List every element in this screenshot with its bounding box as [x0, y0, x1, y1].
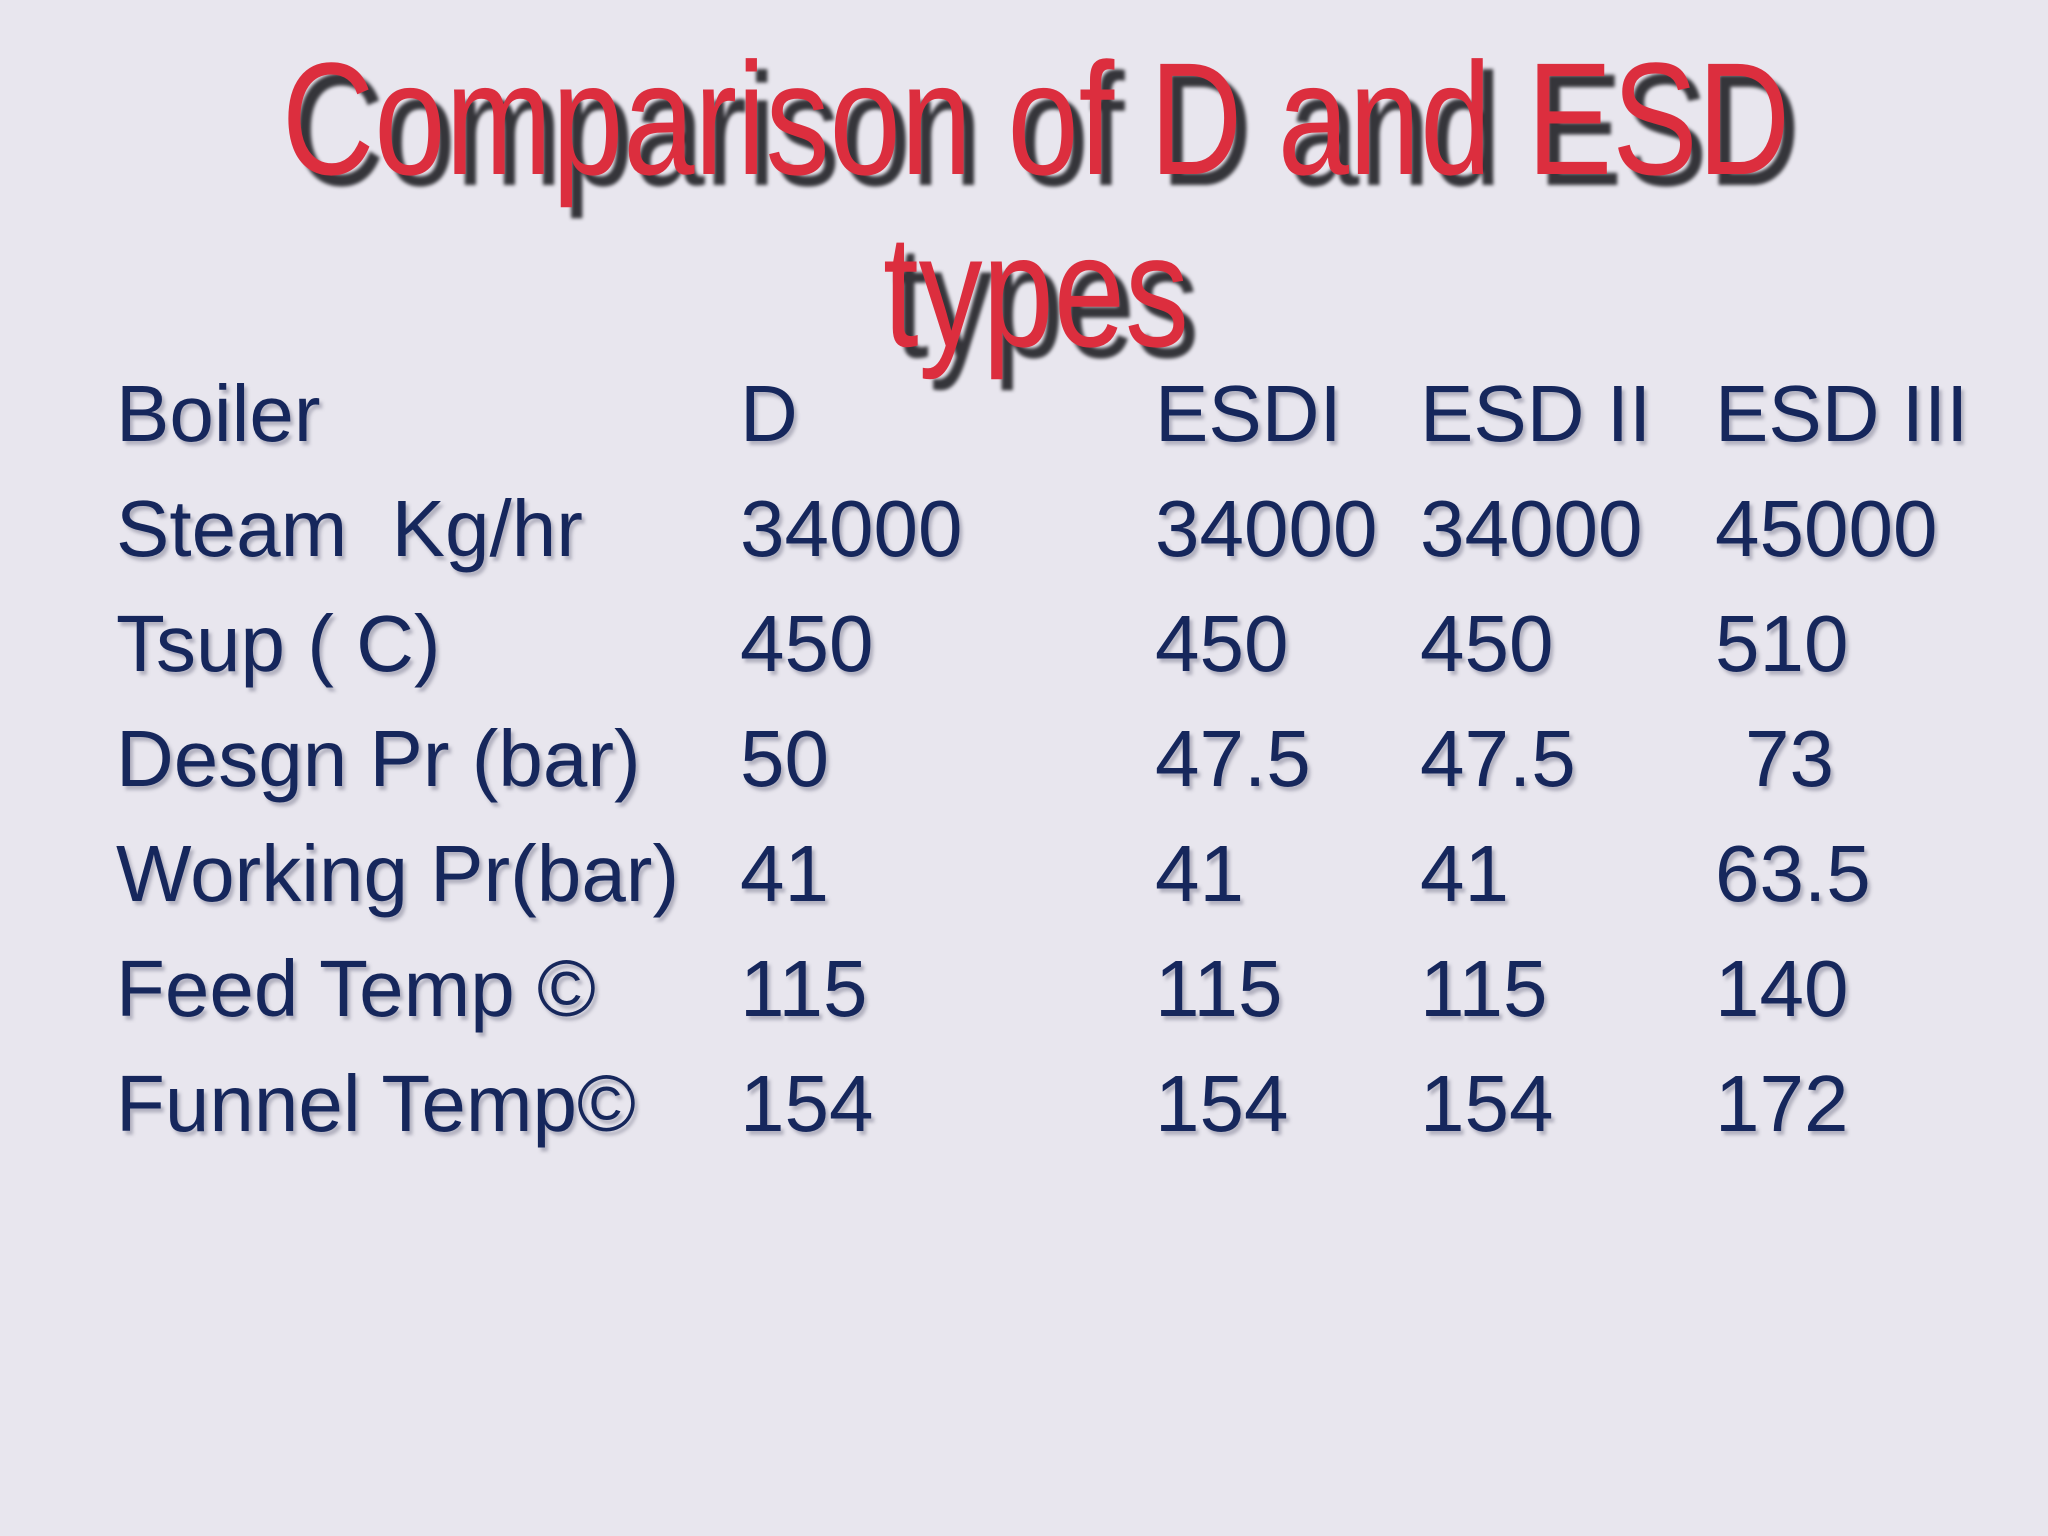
value-cell: 45000	[1715, 484, 1938, 573]
value-cell: 47.5	[1155, 714, 1311, 803]
table-row-design-pr: Desgn Pr (bar) 50 47.5 47.5 73	[116, 701, 2048, 816]
value-cell: 510	[1715, 599, 1849, 688]
value-cell: 154	[1155, 1059, 1289, 1148]
value-cell: 41	[740, 829, 829, 918]
value-cell: 41	[1420, 829, 1509, 918]
value-cell: 115	[740, 944, 868, 1033]
row-label: Funnel Temp©	[116, 1059, 636, 1148]
value-cell: 154	[740, 1059, 874, 1148]
value-cell: 140	[1715, 944, 1849, 1033]
row-label: Feed Temp ©	[116, 944, 596, 1033]
row-label: Desgn Pr (bar)	[116, 714, 641, 803]
header-cell-esd-ii: ESD II	[1420, 369, 1652, 458]
table-row-working-pr: Working Pr(bar) 41 41 41 63.5	[116, 816, 2048, 931]
row-label: Steam Kg/hr	[116, 484, 583, 573]
header-cell-boiler: Boiler	[116, 369, 321, 458]
value-cell: 154	[1420, 1059, 1554, 1148]
table-row-tsup: Tsup ( C) 450 450 450 510	[116, 586, 2048, 701]
value-cell: 34000	[1155, 484, 1378, 573]
value-cell: 50	[740, 714, 829, 803]
header-cell-esd-iii: ESD III	[1715, 369, 1969, 458]
value-cell: 47.5	[1420, 714, 1576, 803]
table-row-funnel-temp: Funnel Temp© 154 154 154 172	[116, 1046, 2048, 1161]
value-cell: 34000	[740, 484, 963, 573]
value-cell: 115	[1420, 944, 1548, 1033]
value-cell: 172	[1715, 1059, 1849, 1148]
row-label: Tsup ( C)	[116, 599, 441, 688]
slide-title-line1: Comparison of D and ESD	[281, 29, 1791, 208]
comparison-table: Boiler D ESDI ESD II ESD III Steam Kg/hr…	[0, 356, 2048, 1161]
value-cell: 41	[1155, 829, 1244, 918]
value-cell: 450	[1420, 599, 1554, 688]
slide-title: Comparison of D and ESD types	[226, 33, 1845, 377]
slide-title-line2: types	[883, 201, 1189, 380]
value-cell: 73	[1745, 714, 1834, 803]
header-cell-esdi: ESDI	[1155, 369, 1342, 458]
value-cell: 63.5	[1715, 829, 1871, 918]
table-row-feed-temp: Feed Temp © 115 115 115 140	[116, 931, 2048, 1046]
value-cell: 34000	[1420, 484, 1643, 573]
value-cell: 450	[1155, 599, 1289, 688]
value-cell: 115	[1155, 944, 1283, 1033]
header-cell-d: D	[740, 369, 798, 458]
value-cell: 450	[740, 599, 874, 688]
row-label: Working Pr(bar)	[116, 829, 680, 918]
table-row-steam: Steam Kg/hr 34000 34000 34000 45000	[116, 471, 2048, 586]
table-header-row: Boiler D ESDI ESD II ESD III	[116, 356, 2048, 471]
